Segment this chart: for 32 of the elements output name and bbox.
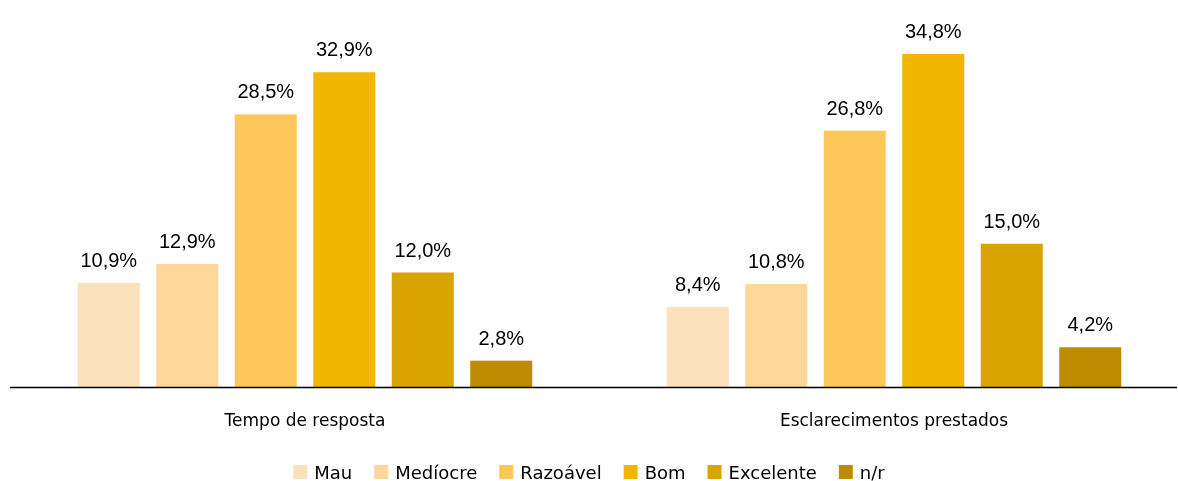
bar [823,130,886,388]
bar [745,284,808,388]
data-label: 28,5% [237,80,295,103]
data-label: 32,9% [315,38,373,61]
bar [470,360,533,388]
bar [391,272,454,388]
data-label: 10,9% [80,249,138,272]
data-label: 2,8% [478,326,525,349]
bar [980,243,1043,388]
data-label: 12,9% [158,229,216,252]
data-label: 8,4% [674,273,721,295]
legend-label: n/r [859,461,886,481]
x-tick-label: Tempo de resposta [223,410,386,430]
legend-label: Mau [314,461,353,481]
bar [77,283,140,388]
bar [1059,347,1122,388]
bar [313,72,376,388]
data-label: 26,8% [826,96,884,119]
data-label: 34,8% [904,20,962,42]
x-tick-label: Esclarecimentos prestados [779,410,1009,430]
data-label: 10,8% [747,250,805,272]
legend-label: Bom [644,461,686,481]
data-label: 12,0% [394,238,452,261]
bar [234,114,297,388]
data-label: 15,0% [983,209,1041,232]
legend-label: Razoável [520,461,602,481]
legend-label: Excelente [728,461,817,481]
data-label: 4,2% [1067,313,1114,336]
bar [902,54,965,388]
legend-label: Medíocre [395,461,478,481]
bar [156,263,219,388]
bar [666,307,729,388]
